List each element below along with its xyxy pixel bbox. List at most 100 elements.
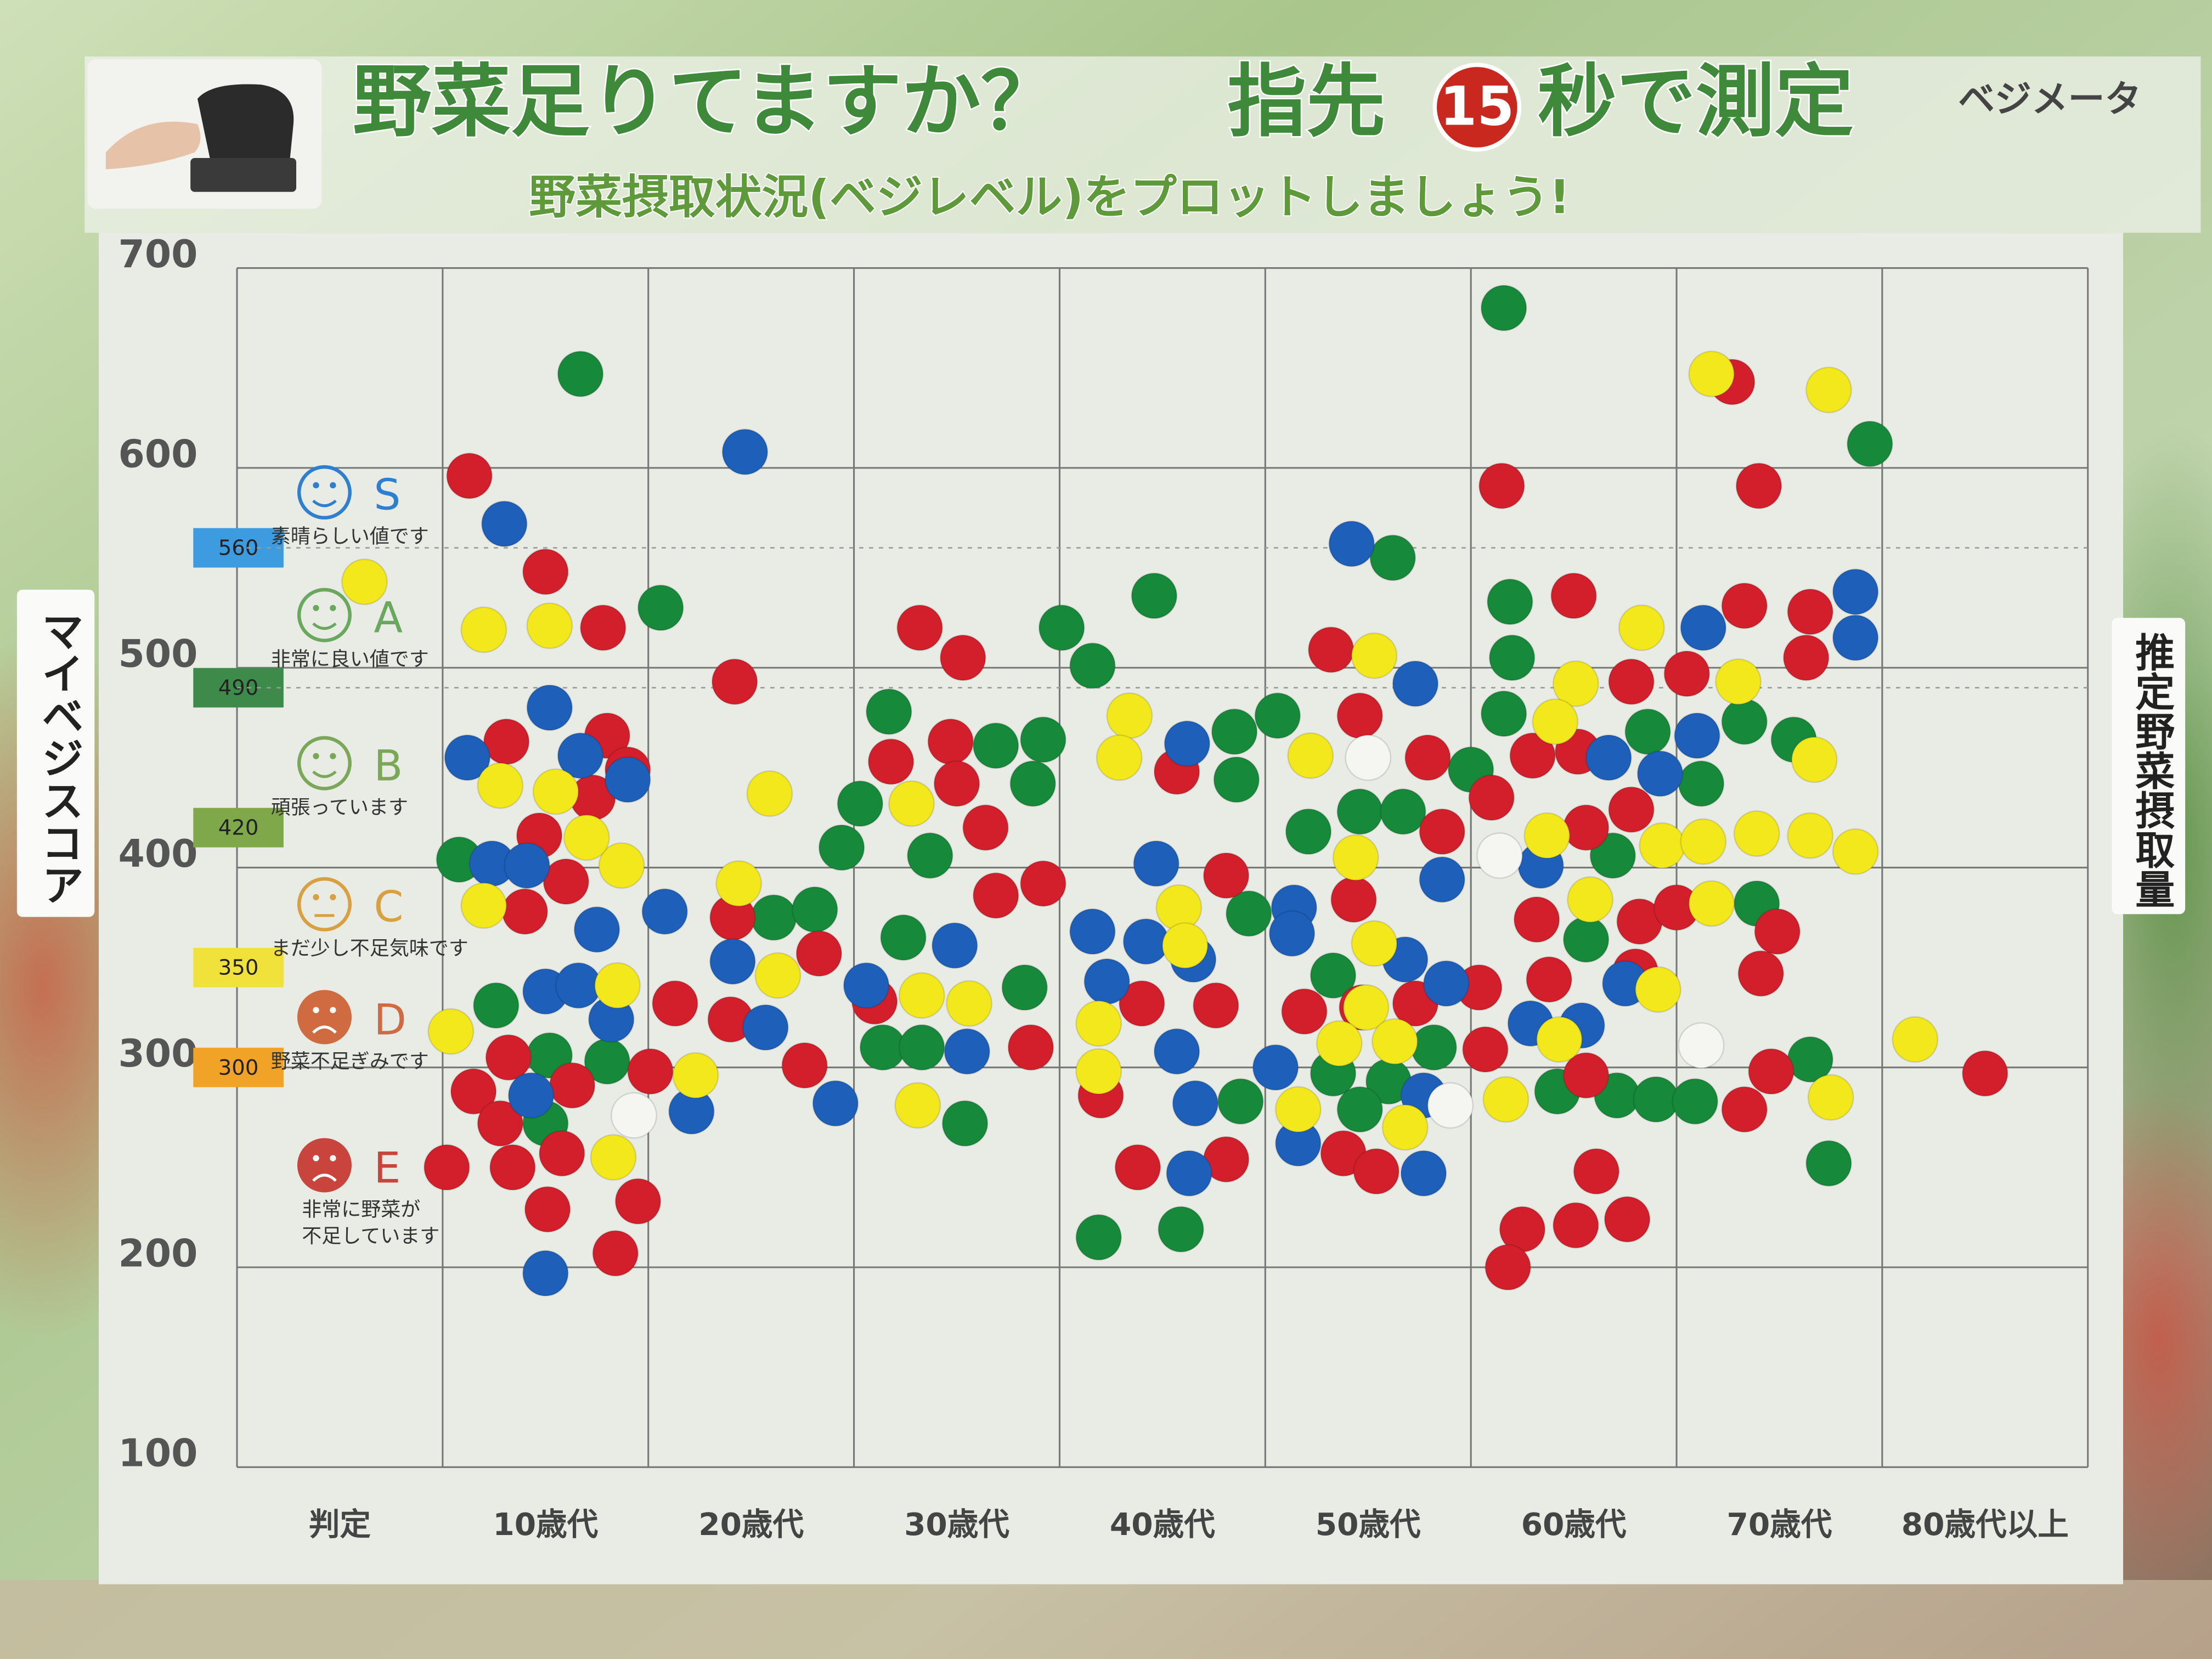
x-tick-label: 70歳代 (1727, 1506, 1832, 1543)
dot (1488, 634, 1536, 681)
dot (750, 894, 797, 941)
dot (1330, 876, 1377, 923)
dot (1680, 818, 1727, 865)
grade-text: 不足しています (302, 1225, 439, 1248)
y2-axis-label: 推定野菜摂取量 (2129, 632, 2175, 909)
dot (1316, 1020, 1363, 1067)
dot (341, 558, 388, 605)
dot (791, 886, 838, 933)
grade-face-mouth (312, 622, 337, 630)
threshold-label: 420 (218, 816, 259, 840)
dot (1285, 808, 1332, 855)
dot (944, 1028, 991, 1075)
x-tick-label: 80歳代以上 (1901, 1506, 2069, 1543)
dot (972, 722, 1019, 769)
dot (746, 770, 793, 817)
x-tick-label: 20歳代 (698, 1506, 804, 1543)
dot (1118, 980, 1165, 1027)
y-label-box (16, 589, 95, 917)
dot (843, 962, 890, 1009)
dot (1485, 1244, 1532, 1291)
y-tick-label: 500 (119, 633, 198, 676)
dot (1618, 604, 1665, 651)
dot (485, 1034, 532, 1081)
grade-face-mouth (312, 1173, 337, 1182)
dot (1310, 952, 1357, 999)
dot (946, 980, 992, 1027)
dot (460, 606, 507, 653)
y-tick-label: 400 (119, 832, 198, 876)
dot (641, 888, 689, 935)
dot (1342, 984, 1390, 1031)
dot (579, 604, 627, 651)
grade-face (297, 588, 352, 642)
dot (1680, 604, 1727, 651)
dot (818, 824, 865, 871)
dot (1832, 614, 1879, 661)
threshold-label: 350 (218, 956, 259, 980)
grades: S 素晴らしい値です A 非常に良い値です B 頑張っています C まだ少し不足気味です D 野菜… (271, 465, 469, 1248)
dot (867, 738, 915, 785)
dot (1678, 760, 1725, 807)
dot (1419, 808, 1466, 855)
dot (1381, 1104, 1429, 1151)
dot (906, 832, 953, 879)
threshold-tag (193, 808, 284, 848)
dot (972, 872, 1019, 919)
dot (1020, 860, 1066, 907)
dot (896, 604, 943, 651)
dot (1410, 1024, 1458, 1071)
dot (1805, 366, 1852, 414)
dot (1715, 658, 1762, 706)
dot (1678, 1022, 1725, 1069)
grade-face-mouth (312, 1025, 337, 1034)
grade-face (297, 877, 352, 932)
dot (522, 1250, 569, 1297)
grade-text: 素晴らしい値です (271, 526, 429, 548)
dot (715, 860, 763, 907)
grade-face-eye (330, 753, 336, 759)
dot (962, 804, 1009, 851)
dot (1482, 1076, 1530, 1123)
dot (1532, 698, 1579, 745)
subtitle: 野菜摂取状況(ベジレベル)をプロットしましょう! (529, 171, 1570, 225)
dot (1663, 650, 1711, 697)
dot (709, 938, 756, 985)
grade-face (297, 736, 352, 791)
dot (1252, 1044, 1299, 1091)
threshold-tag (193, 1047, 284, 1087)
dot (652, 980, 698, 1027)
dot (1328, 520, 1375, 567)
dot (1509, 732, 1556, 779)
y-axis-label: マイベジスコア (35, 610, 84, 906)
dot (742, 1004, 789, 1051)
title-badge: 15 (1440, 75, 1514, 138)
grade-text: 頑張っています (271, 796, 408, 819)
x-tick-label: 判定 (309, 1506, 371, 1543)
dot (1688, 880, 1735, 927)
dot (1633, 1076, 1679, 1123)
dot (1172, 1080, 1219, 1127)
dot (1131, 572, 1178, 619)
dot (1122, 918, 1170, 965)
dot (1672, 1078, 1719, 1125)
dot (812, 1080, 859, 1127)
dot (1114, 1144, 1161, 1191)
dot (1069, 642, 1116, 689)
dot (1526, 956, 1573, 1003)
dot (1754, 908, 1801, 955)
dot (592, 1230, 639, 1277)
grade-letter: B (374, 741, 403, 791)
grade-face-eye (313, 1007, 319, 1013)
grade-text: まだ少し不足気味です (271, 938, 469, 960)
grade-face (297, 990, 352, 1045)
dot (481, 500, 528, 548)
dot (1203, 852, 1250, 899)
dot (1336, 1086, 1384, 1133)
dot (557, 732, 604, 779)
dot (526, 684, 573, 731)
dot (1748, 1048, 1795, 1095)
dot (894, 1082, 941, 1129)
